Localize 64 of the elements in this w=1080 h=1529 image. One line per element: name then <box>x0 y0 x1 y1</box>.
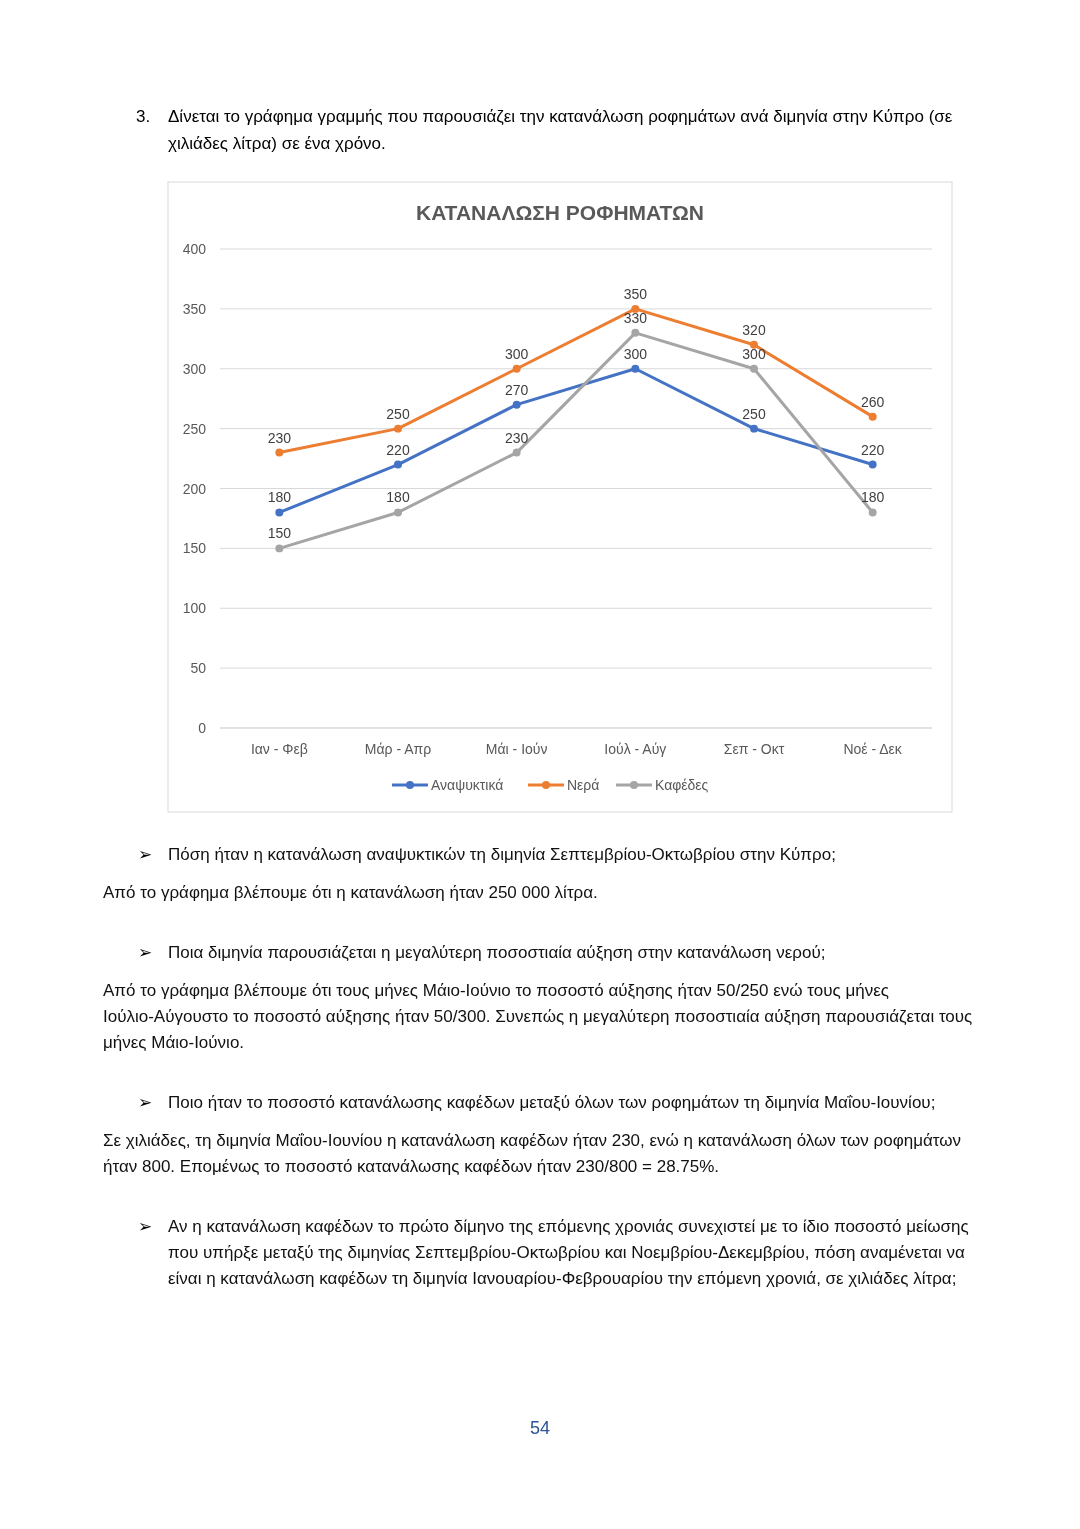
point <box>394 424 402 433</box>
text: ➢ Αν η κατανάλωση καφέδων το πρώτο δίμηνο της επόμενης χρονιάς συνεχιστεί με το ίδιο ποσοστό μείωσης που υπήρξε μεταξύ της διμηνίας Σεπτεμβρίου-Οκτωβρίου και Νοεμβρίου-Δεκεμβρίου, πόση αναμένεται να είναι η κατανάλωση καφέδων τη διμηνία Ιανουαρίου-Φεβρουαρίου την επόμενη χρονιά, σε χιλιάδες λίτρα; <box>138 1217 969 1288</box>
data-label: 180 <box>860 489 885 506</box>
text: Από το γράφημα βλέπουμε ότι η κατανάλωση ήταν 250 000 λίτρα. <box>103 883 598 902</box>
point <box>512 400 521 409</box>
data-label: 300 <box>504 345 529 362</box>
point <box>868 460 877 469</box>
point <box>631 328 640 337</box>
x-tick-label: Μάι - Ιούν <box>485 741 548 757</box>
data-label: 320 <box>742 321 766 338</box>
point <box>275 544 284 553</box>
point <box>750 364 758 373</box>
data-label: 300 <box>742 345 766 362</box>
data-label: 250 <box>386 405 410 422</box>
legend-label: Καφέδες <box>655 777 709 793</box>
point <box>631 364 640 373</box>
point <box>868 412 877 421</box>
text: ➢ Ποια διμηνία παρουσιάζεται η μεγαλύτερη ποσοστιαία αύξηση στην κατανάλωση νερού; <box>138 943 826 962</box>
chart-title: ΚΑΤΑΝΑΛΩΣΗ ΡΟΦΗΜΑΤΩΝ <box>416 201 704 224</box>
y-tick-label: 100 <box>182 600 207 617</box>
data-label: 350 <box>623 285 648 302</box>
y-tick-label: 0 <box>198 720 207 736</box>
point <box>512 448 521 457</box>
data-label: 260 <box>860 393 885 410</box>
data-label: 230 <box>267 429 292 446</box>
x-tick-label: Ιούλ - Αύγ <box>604 741 667 757</box>
y-tick-label: 200 <box>182 480 207 497</box>
text: 3. Δίνεται το γράφημα γραμμής που παρουσιάζει την κατανάλωση ροφημάτων ανά διμηνία στην Κύπρο (σε χιλιάδες λίτρα) σε ένα χρόνο. <box>136 107 953 153</box>
y-tick-label: 250 <box>182 420 207 437</box>
data-label: 150 <box>267 525 292 542</box>
legend-label: Νερά <box>567 777 600 793</box>
data-label: 220 <box>386 441 410 458</box>
data-label: 300 <box>623 345 648 362</box>
y-tick-label: 50 <box>190 660 207 677</box>
text: ➢ Ποιο ήταν το ποσοστό κατανάλωσης καφέδων μεταξύ όλων των ροφημάτων τη διμηνία Μαΐου-Ιουνίου; <box>138 1093 936 1112</box>
y-tick-label: 350 <box>182 300 207 317</box>
data-label: 230 <box>504 429 529 446</box>
point <box>868 508 877 517</box>
data-label: 250 <box>742 405 766 422</box>
text: ➢ Πόση ήταν η κατανάλωση αναψυκτικών τη διμηνία Σεπτεμβρίου-Οκτωβρίου στην Κύπρο; <box>138 845 836 864</box>
text: 54 <box>529 1418 551 1438</box>
y-tick-label: 150 <box>182 540 207 557</box>
data-label: 180 <box>267 489 292 506</box>
point <box>750 424 758 433</box>
data-label: 330 <box>623 309 648 326</box>
point <box>394 508 402 517</box>
x-tick-label: Μάρ - Απρ <box>364 741 432 757</box>
point <box>275 508 284 517</box>
x-tick-label: Νοέ - Δεκ <box>843 741 903 757</box>
text: Από το γράφημα βλέπουμε ότι τους μήνες Μάιο-Ιούνιο το ποσοστό αύξησης ήταν 50/250 ενώ τους μήνες Ιούλιο-Αύγουστο το ποσοστό αύξησης ήταν 50/300. Συνεπώς η μεγαλύτερη ποσοστιαία αύξηση παρουσιάζεται τους μήνες Μάιο-Ιούνιο. <box>103 981 973 1052</box>
x-tick-label: Σεπ - Οκτ <box>723 741 785 757</box>
data-label: 270 <box>504 381 529 398</box>
y-tick-label: 400 <box>182 241 207 257</box>
point <box>631 304 640 313</box>
point <box>275 448 284 457</box>
point <box>394 460 402 469</box>
x-tick-label: Ιαν - Φεβ <box>250 741 308 757</box>
text: Σε χιλιάδες, τη διμηνία Μαΐου-Ιουνίου η κατανάλωση καφέδων ήταν 230, ενώ η κατανάλωση όλων των ροφημάτων ήταν 800. Επομένως το ποσοστό κατανάλωσης καφέδων ήταν 230/800 = 28.75%. <box>103 1131 962 1176</box>
y-tick-label: 300 <box>182 360 207 377</box>
point <box>512 364 521 373</box>
data-label: 180 <box>386 489 410 506</box>
legend-label: Αναψυκτικά <box>431 777 504 793</box>
data-label: 220 <box>860 441 885 458</box>
point <box>750 340 758 349</box>
